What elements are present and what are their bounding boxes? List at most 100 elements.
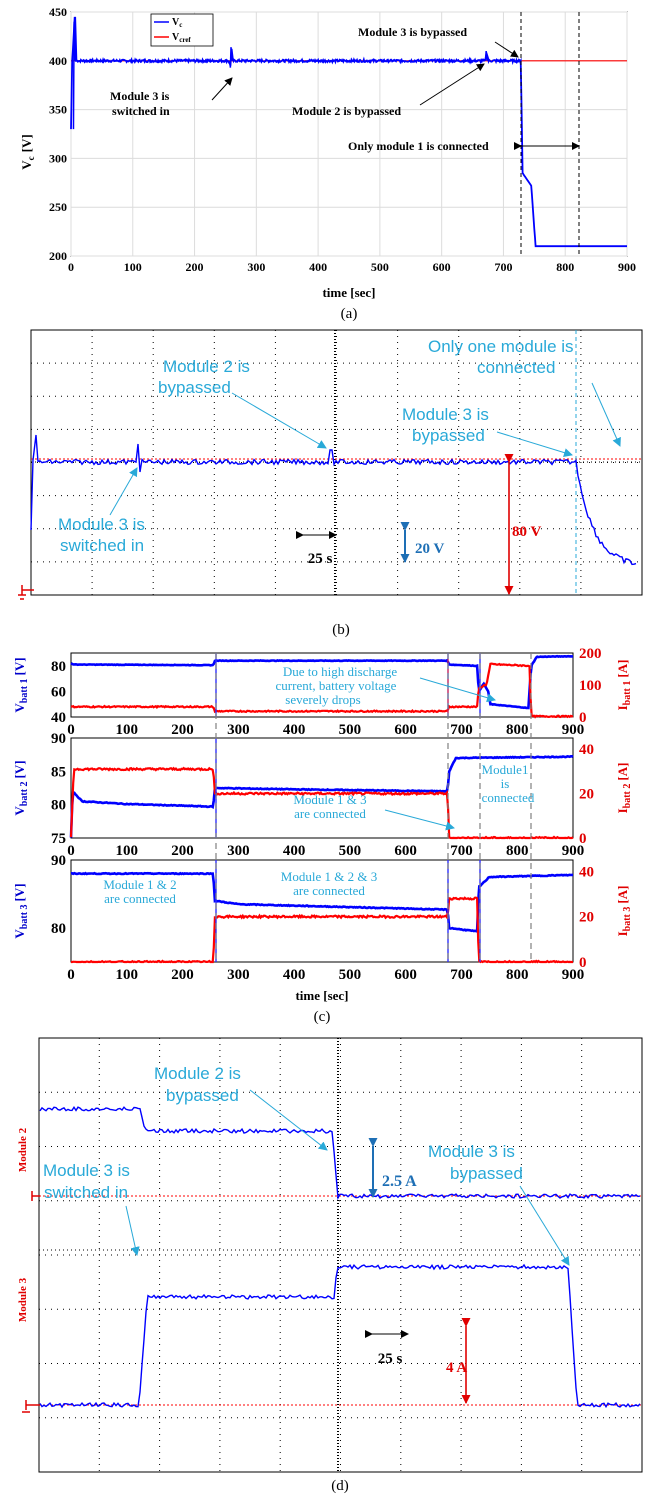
ticks-c: 0 100 200 300 400 500 600 700 800 900406080010020… (51, 646, 602, 983)
x-tick-label-c: 300 (227, 967, 250, 983)
x-tick-label-a: 400 (309, 260, 327, 274)
ann-c3a-line2: are connected (104, 891, 176, 906)
waveform-d-module2 (39, 1106, 641, 1201)
plot-area-a (70, 11, 628, 257)
y-tick-label-c-left: 80 (51, 798, 66, 814)
x-tick-label-c: 0 (67, 722, 75, 738)
series-line-ibatt1 (70, 662, 574, 719)
caption-a: (a) (341, 306, 358, 322)
x-tick-label-a: 0 (68, 260, 74, 274)
x-tick-label-c: 500 (339, 843, 362, 859)
ann-b-only-one-line2: connected (477, 358, 555, 377)
x-tick-label-c: 400 (283, 843, 306, 859)
x-tick-label-c: 500 (339, 722, 362, 738)
legend-label-vcref: Vcref (172, 32, 191, 44)
y-tick-label-c-right: 40 (579, 864, 594, 880)
ylabel-a: Vc[V] (19, 134, 36, 169)
series-line-ibatt2 (69, 766, 574, 840)
y-tick-label-c-left: 90 (51, 853, 66, 869)
ann-a-module3-switched-line2: switched in (112, 104, 170, 118)
ann-c2-line1: Module 1 & 3 (293, 792, 366, 807)
ann-b-module3-switched-line2: switched in (60, 536, 144, 555)
ann-c2b-line1: Module1 (482, 762, 529, 777)
x-tick-label-c: 0 (67, 967, 75, 983)
scale-b-volt: 20 V (415, 541, 444, 557)
ground-icon-d (22, 1191, 40, 1413)
spike-vc-256 (229, 47, 233, 68)
x-tick-label-c: 600 (394, 967, 417, 983)
y-tick-label-c-right: 0 (579, 710, 587, 726)
ann-b-module2-line2: bypassed (158, 378, 231, 397)
x-tick-label-c: 100 (116, 843, 139, 859)
x-tick-label-c: 300 (227, 722, 250, 738)
x-tick-label-c: 900 (562, 843, 585, 859)
x-tick-label-a: 300 (247, 260, 265, 274)
x-tick-label-c: 500 (339, 967, 362, 983)
ann-c3b-line1: Module 1 & 2 & 3 (281, 869, 377, 884)
y-tick-label-c-left: 40 (51, 710, 66, 726)
ann-c2-line2: are connected (294, 806, 366, 821)
ann-a-only-module1: Only module 1 is connected (348, 139, 489, 153)
ann-d-module2-line1: Module 2 is (154, 1064, 241, 1083)
x-tick-label-a: 900 (618, 260, 636, 274)
ann-b-module3-bypassed-line2: bypassed (412, 426, 485, 445)
y-tick-label-c-right: 20 (579, 787, 594, 803)
ann-a-module3-bypassed: Module 3 is bypassed (358, 25, 467, 39)
waveform-b (30, 434, 637, 566)
ann-d-module3-bypassed-line2: bypassed (450, 1164, 523, 1183)
panel-c: 0 100 200 300 400 500 600 700 800 900406080010020… (12, 646, 633, 1025)
y-tick-label-c-left: 90 (51, 731, 66, 747)
y-tick-label-a: 250 (49, 200, 67, 214)
ann-b-module3-switched-line1: Module 3 is (58, 515, 145, 534)
ann-d-module3-bypassed-line1: Module 3 is (428, 1142, 515, 1161)
ylabel-c1-right: Ibatt 1[A] (615, 660, 633, 711)
y-tick-label-c-left: 60 (51, 684, 66, 700)
ylabel-c2-left: Vbatt 2[V] (12, 760, 30, 815)
x-tick-label-c: 700 (450, 843, 473, 859)
series-line-vbatt2 (69, 754, 574, 838)
ann-b-module2-line1: Module 2 is (163, 357, 250, 376)
caption-d: (d) (331, 1478, 349, 1494)
ann-c1-line1: Due to high discharge (283, 664, 397, 679)
ylabel-c2-right: Ibatt 2[A] (615, 763, 633, 814)
marker-lines-c (215, 653, 532, 962)
series-line-vc (70, 16, 627, 248)
caption-c: (c) (314, 1009, 331, 1025)
x-tick-label-c: 700 (450, 722, 473, 738)
y-tick-label-a: 300 (49, 151, 67, 165)
x-tick-label-a: 600 (433, 260, 451, 274)
y-tick-label-c-right: 0 (579, 831, 587, 847)
xlabel-a: time [sec] (322, 285, 375, 300)
xlabel-c: time [sec] (295, 988, 348, 1003)
y-tick-label-c-left: 75 (51, 831, 66, 847)
y-tick-label-c-right: 20 (579, 910, 594, 926)
panel-a: 0 100 200 300 400 500 600 700 800 900 200 250 300 350… (19, 5, 636, 322)
waveform-d-module3 (39, 1263, 641, 1409)
channel-label-module3: Module 3 (17, 1277, 29, 1322)
scale-d-red: 4 A (446, 1360, 467, 1376)
ylabel-c3-left: Vbatt 3[V] (12, 883, 30, 938)
ann-d-module3-switched-line1: Module 3 is (43, 1161, 130, 1180)
y-tick-label-a: 350 (49, 103, 67, 117)
ann-d-module2-line2: bypassed (166, 1086, 239, 1105)
ticks-a: 0 100 200 300 400 500 600 700 800 900 200 250 300 350… (49, 5, 636, 274)
y-tick-label-c-left: 80 (51, 659, 66, 675)
x-tick-label-a: 700 (494, 260, 512, 274)
x-tick-label-a: 800 (556, 260, 574, 274)
series-a (70, 16, 627, 248)
x-tick-label-c: 100 (116, 967, 139, 983)
channel-label-module2: Module 2 (17, 1127, 29, 1172)
ground-icon-b (18, 585, 34, 600)
ann-b-only-one-line1: Only one module is (428, 337, 574, 356)
panel-b: Module 2 is bypassed Only one module is … (18, 329, 643, 638)
x-tick-label-c: 600 (394, 722, 417, 738)
caption-b: (b) (332, 622, 350, 638)
x-tick-label-c: 800 (506, 843, 529, 859)
y-tick-label-c-right: 0 (579, 955, 587, 971)
x-tick-label-a: 100 (124, 260, 142, 274)
ann-c2b-line3: connected (482, 790, 535, 805)
series-line-vbatt3 (71, 871, 573, 934)
grid-d (39, 1038, 642, 1472)
y-tick-label-a: 450 (49, 5, 67, 19)
